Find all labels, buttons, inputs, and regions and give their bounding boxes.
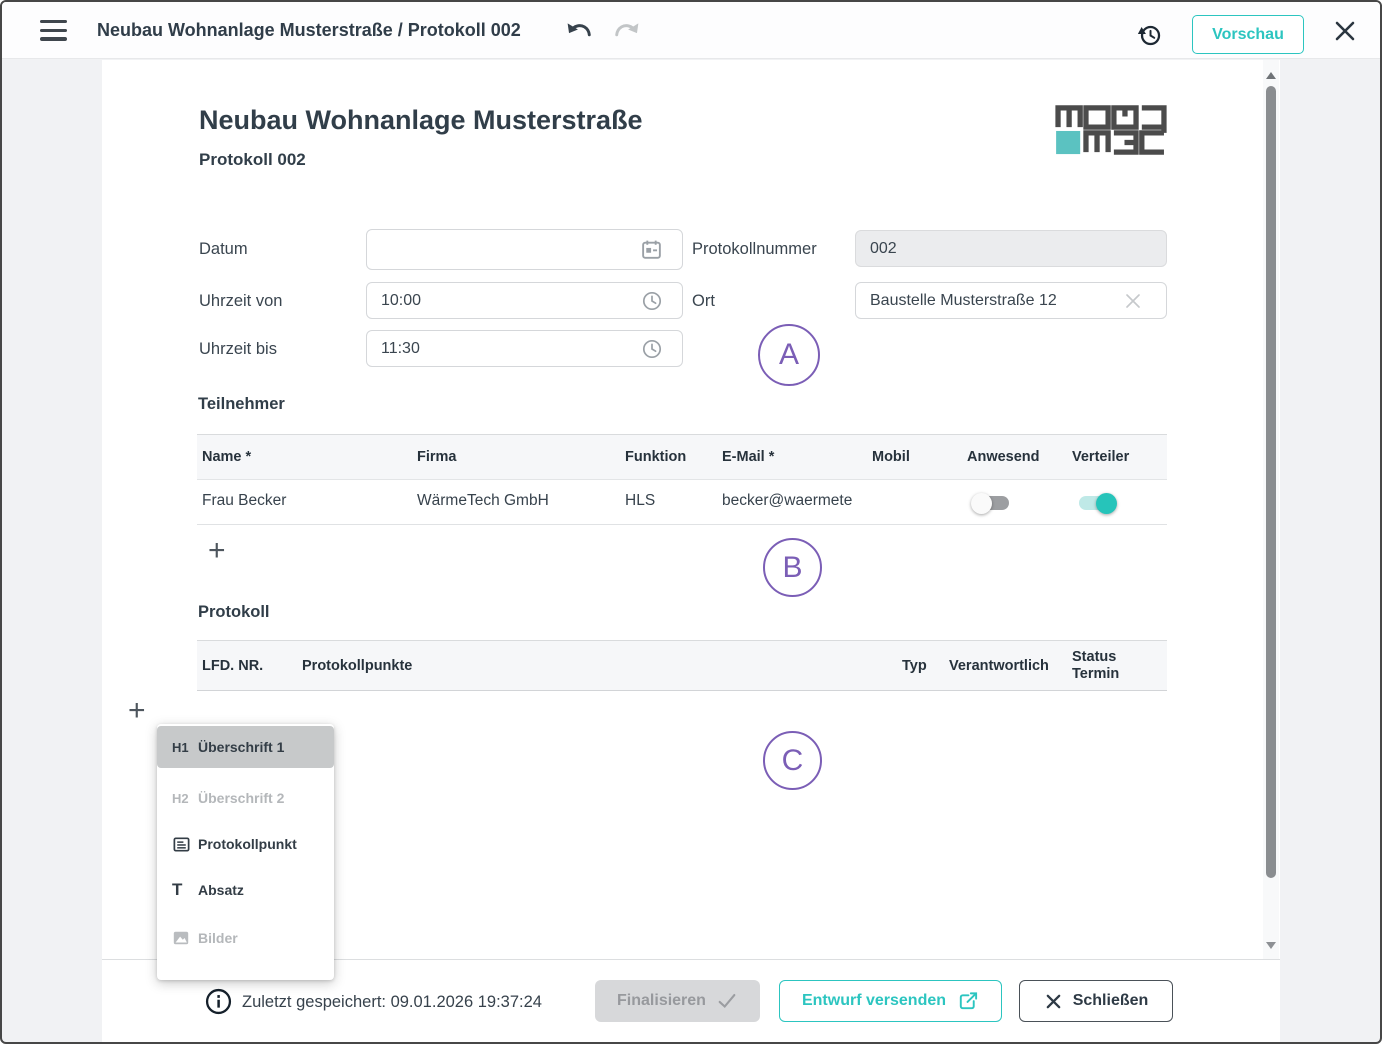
col-mobil: Mobil [872,449,910,465]
teilnehmer-table-header: Name * Firma Funktion E-Mail * Mobil Anw… [197,434,1167,480]
clock-icon[interactable] [641,338,663,360]
uhrzeit-bis-label: Uhrzeit bis [199,340,277,358]
uhrzeit-von-input[interactable] [366,282,683,319]
datum-label: Datum [199,240,248,258]
annotation-a: A [758,324,820,386]
col-firma: Firma [417,449,457,465]
protokollnummer-label: Protokollnummer [692,240,817,258]
breadcrumb: Neubau Wohnanlage Musterstraße / Protoko… [97,20,521,40]
menu-item-protokollpunkt[interactable]: Protokollpunkt [157,826,334,862]
add-block-button[interactable]: + [128,694,146,727]
col-funktion: Funktion [625,449,687,465]
annotation-c: C [763,731,822,790]
col-typ: Typ [902,658,927,674]
scroll-up-arrow[interactable] [1266,72,1276,79]
h1-icon: H1 [172,739,189,755]
ort-label: Ort [692,292,715,310]
col-protokollpunkte: Protokollpunkte [302,658,413,674]
scroll-down-arrow[interactable] [1266,942,1276,949]
col-name: Name * [202,449,252,465]
col-lfd-nr: LFD. NR. [202,658,264,674]
anwesend-toggle[interactable] [971,492,1009,514]
ort-input[interactable] [855,282,1167,319]
protokoll-heading: Protokoll [198,603,270,621]
h2-icon: H2 [172,790,189,806]
vertical-scrollbar [1263,60,1279,959]
close-window-icon[interactable] [1333,19,1357,43]
image-icon [172,929,198,947]
menu-item-ueberschrift-1[interactable]: H1 Überschrift 1 [157,726,334,768]
col-anwesend: Anwesend [967,449,1040,465]
last-saved-text: Zuletzt gespeichert: 09.01.2026 19:37:24 [242,993,542,1011]
teilnehmer-row: Frau Becker WärmeTech GmbH HLS becker@wa… [197,480,1167,525]
col-email: E-Mail * [722,449,775,465]
preview-button[interactable]: Vorschau [1192,15,1304,54]
datum-input[interactable] [366,229,683,270]
cell-firma: WärmeTech GmbH [417,492,549,509]
document-title: Neubau Wohnanlage Musterstraße [199,105,643,135]
col-verantwortlich: Verantwortlich [949,658,1049,674]
calendar-icon[interactable] [640,238,663,261]
menu-item-bilder: Bilder [157,920,334,956]
share-icon [959,991,978,1009]
clear-field-icon[interactable] [1124,292,1142,310]
clock-icon[interactable] [641,290,663,312]
col-status-termin: Status Termin [1072,649,1120,682]
close-button[interactable]: Schließen [1019,980,1173,1022]
document-subtitle: Protokoll 002 [199,150,306,169]
cell-email: becker@waermete [722,492,853,509]
menu-item-ueberschrift-2: H2 Überschrift 2 [172,790,285,806]
modumat-logo [1055,105,1167,155]
teilnehmer-heading: Teilnehmer [198,395,285,413]
col-verteiler: Verteiler [1072,449,1130,465]
block-type-menu: H1 Überschrift 1 H2 Überschrift 2 Protok… [157,724,334,980]
protokoll-table-header: LFD. NR. Protokollpunkte Typ Verantwortl… [197,640,1167,691]
cell-funktion: HLS [625,492,656,509]
close-icon [1046,994,1061,1008]
redo-icon[interactable] [614,18,640,44]
check-icon [718,993,736,1009]
uhrzeit-bis-input[interactable] [366,330,683,367]
document-icon [172,835,198,854]
protokollnummer-input [855,230,1167,267]
annotation-b: B [763,538,822,597]
send-draft-button[interactable]: Entwurf versenden [779,980,1002,1022]
text-icon: T [172,880,183,899]
info-icon [205,988,232,1015]
cell-name: Frau Becker [202,492,287,509]
uhrzeit-von-label: Uhrzeit von [199,292,283,310]
scrollbar-thumb[interactable] [1266,86,1276,878]
undo-icon[interactable] [566,18,592,44]
add-teilnehmer-button[interactable]: + [208,534,226,567]
top-bar: Neubau Wohnanlage Musterstraße / Protoko… [2,2,1380,59]
hamburger-menu-icon[interactable] [40,20,68,41]
menu-item-absatz[interactable]: T Absatz [172,880,244,899]
history-icon[interactable] [1136,21,1164,49]
finalize-button: Finalisieren [595,980,760,1022]
verteiler-toggle[interactable] [1079,492,1117,514]
